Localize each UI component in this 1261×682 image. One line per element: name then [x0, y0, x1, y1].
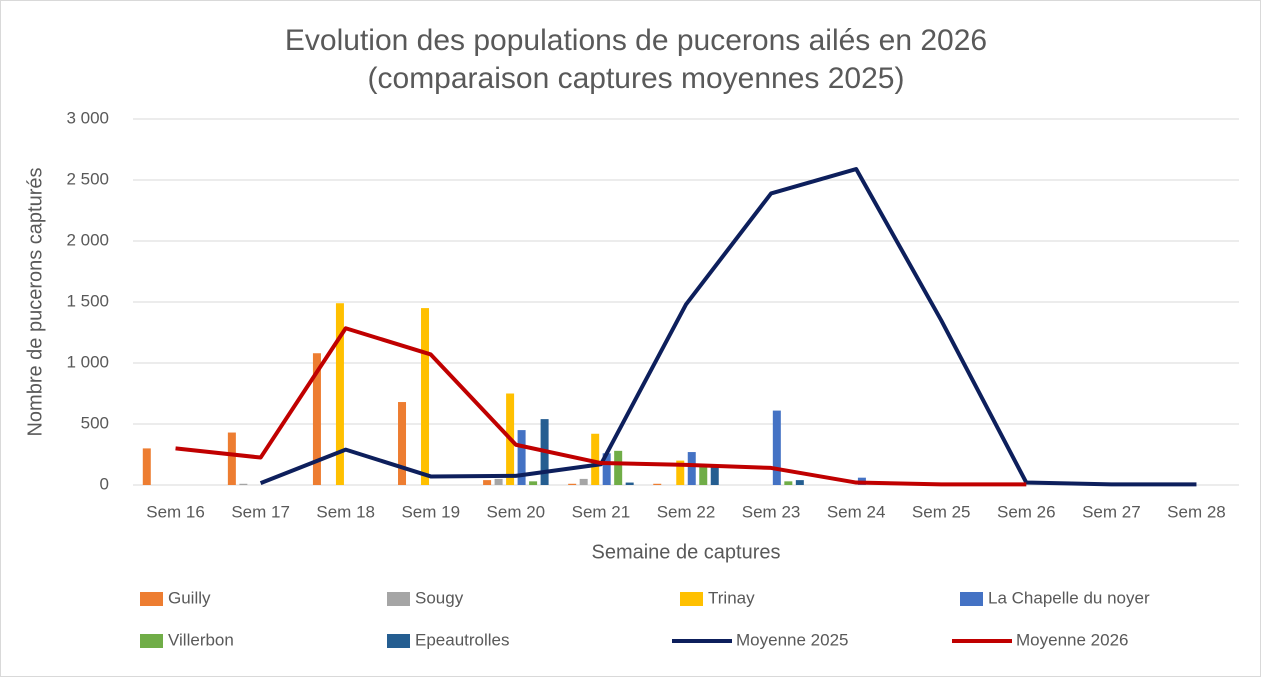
bar — [568, 483, 577, 485]
bar — [142, 448, 151, 485]
x-tick-label: Sem 21 — [572, 502, 631, 521]
y-tick-label: 1 500 — [66, 291, 109, 310]
bar — [614, 450, 623, 485]
x-tick-label: Sem 20 — [487, 502, 546, 521]
bar — [795, 480, 804, 485]
bar — [483, 480, 492, 485]
x-tick-label: Sem 28 — [1167, 502, 1226, 521]
bar — [335, 303, 344, 485]
bar — [602, 453, 611, 485]
x-tick-label: Sem 23 — [742, 502, 801, 521]
x-tick-label: Sem 17 — [231, 502, 290, 521]
chart-subtitle: (comparaison captures moyennes 2025) — [368, 62, 905, 95]
legend-label: Moyenne 2026 — [1016, 630, 1128, 649]
bar — [227, 432, 236, 485]
line — [259, 167, 1197, 487]
bar — [653, 483, 662, 485]
line — [175, 326, 1027, 487]
x-tick-label: Sem 26 — [997, 502, 1056, 521]
bar — [421, 308, 430, 485]
bar — [517, 430, 526, 485]
bar — [772, 410, 781, 485]
legend-swatch — [387, 634, 410, 648]
y-tick-label: 0 — [100, 474, 109, 493]
x-tick-label: Sem 25 — [912, 502, 971, 521]
bar — [239, 483, 248, 485]
bar — [676, 460, 685, 485]
bar — [710, 466, 719, 485]
legend-swatch — [680, 592, 703, 606]
bar — [529, 481, 538, 485]
legend-swatch — [140, 634, 163, 648]
x-tick-label: Sem 22 — [657, 502, 716, 521]
x-tick-label: Sem 27 — [1082, 502, 1141, 521]
y-tick-label: 1 000 — [66, 352, 109, 371]
bar — [494, 478, 503, 485]
legend-swatch — [960, 592, 983, 606]
legend-swatch — [140, 592, 163, 606]
x-tick-label: Sem 24 — [827, 502, 886, 521]
legend-label: Villerbon — [168, 630, 234, 649]
bar — [579, 478, 588, 485]
legend-label: Sougy — [415, 588, 464, 607]
bar — [699, 465, 708, 485]
x-axis-label: Semaine de captures — [591, 541, 780, 563]
bar — [312, 353, 321, 485]
bar — [784, 481, 793, 485]
x-tick-label: Sem 19 — [401, 502, 460, 521]
bar — [398, 402, 407, 485]
y-tick-label: 500 — [81, 413, 109, 432]
chart-title: Evolution des populations de pucerons ai… — [285, 24, 987, 57]
x-tick-label: Sem 16 — [146, 502, 205, 521]
y-tick-label: 2 000 — [66, 230, 109, 249]
bar — [625, 482, 634, 485]
legend-label: Moyenne 2025 — [736, 630, 848, 649]
x-tick-label: Sem 18 — [316, 502, 375, 521]
bar — [591, 433, 600, 485]
legend-label: Epeautrolles — [415, 630, 510, 649]
legend-swatch — [387, 592, 410, 606]
bar — [687, 452, 696, 485]
y-tick-label: 3 000 — [66, 108, 109, 127]
legend-label: La Chapelle du noyer — [988, 588, 1150, 607]
legend-label: Guilly — [168, 588, 211, 607]
legend-label: Trinay — [708, 588, 755, 607]
y-tick-label: 2 500 — [66, 169, 109, 188]
y-axis-label: Nombre de pucerons capturés — [24, 167, 46, 436]
